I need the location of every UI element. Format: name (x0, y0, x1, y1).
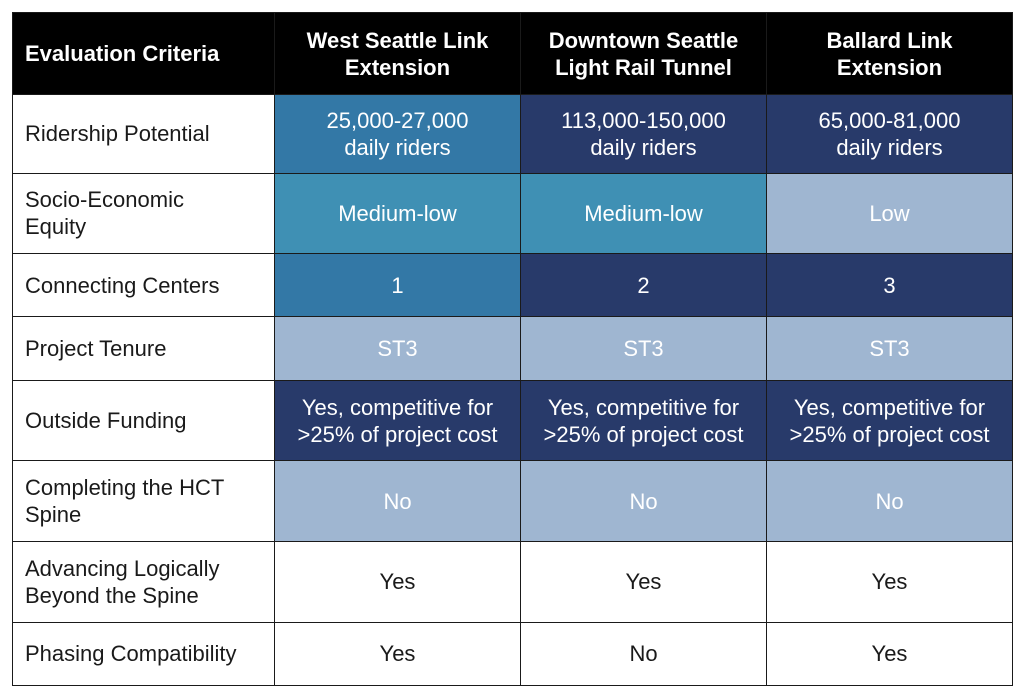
criteria-line: Project Tenure (25, 336, 167, 362)
value-cell: Yes, competitive for >25% of project cost (520, 379, 767, 462)
header-line: Downtown Seattle (548, 27, 739, 53)
value-line: Yes (625, 569, 662, 595)
criteria-cell: Project Tenure (12, 316, 275, 381)
criteria-line: Phasing Compatibility (25, 641, 237, 667)
criteria-line: Advancing Logically (25, 555, 220, 581)
value-line: >25% of project cost (297, 421, 498, 447)
criteria-cell: Phasing Compatibility (12, 621, 275, 686)
table-row: Ridership Potential 25,000-27,000 daily ri… (12, 94, 1013, 174)
criteria-line: Outside Funding (25, 408, 187, 434)
criteria-line: Equity (25, 214, 87, 240)
header-line: Light Rail Tunnel (555, 54, 732, 80)
value-line: Low (869, 200, 910, 226)
value-line: ST3 (869, 336, 910, 362)
value-line: No (875, 488, 904, 514)
value-line: Yes (379, 569, 416, 595)
criteria-cell: Outside Funding (12, 379, 275, 462)
value-line: daily riders (590, 134, 697, 160)
value-line: Medium-low (584, 200, 703, 226)
value-line: ST3 (623, 336, 664, 362)
table-row: Advancing Logically Beyond the Spine Yes Ye… (12, 540, 1013, 623)
value-line: ST3 (377, 336, 418, 362)
criteria-line: Connecting Centers (25, 272, 220, 298)
header-downtown-seattle: Downtown Seattle Light Rail Tunnel (520, 12, 767, 95)
value-line: No (629, 488, 658, 514)
table-row: Project Tenure ST3 ST3 ST3 (12, 316, 1013, 381)
value-cell: Yes, competitive for >25% of project cost (274, 379, 521, 462)
value-line: Yes, competitive for (793, 394, 986, 420)
criteria-cell: Ridership Potential (12, 94, 275, 174)
criteria-line: Spine (25, 502, 82, 528)
value-cell: 2 (520, 253, 767, 318)
criteria-cell: Connecting Centers (12, 253, 275, 318)
value-line: No (383, 488, 412, 514)
value-line: 25,000-27,000 (326, 107, 469, 133)
value-cell: 65,000-81,000 daily riders (766, 94, 1013, 174)
criteria-line: Ridership Potential (25, 121, 210, 147)
value-cell: Yes, competitive for >25% of project cost (766, 379, 1013, 462)
value-line: Yes, competitive for (547, 394, 740, 420)
value-cell: Yes (766, 621, 1013, 686)
header-west-seattle: West Seattle Link Extension (274, 12, 521, 95)
value-cell: Yes (520, 540, 767, 623)
criteria-cell: Socio-Economic Equity (12, 172, 275, 255)
criteria-cell: Completing the HCT Spine (12, 460, 275, 542)
value-cell: 3 (766, 253, 1013, 318)
value-cell: No (274, 460, 521, 542)
value-cell: No (520, 621, 767, 686)
value-cell: No (520, 460, 767, 542)
value-line: Yes, competitive for (301, 394, 494, 420)
value-cell: Medium-low (520, 172, 767, 255)
value-cell: Yes (766, 540, 1013, 623)
value-cell: No (766, 460, 1013, 542)
value-line: 65,000-81,000 (818, 107, 961, 133)
value-line: 3 (883, 272, 896, 298)
header-line: Extension (836, 54, 943, 80)
value-line: Yes (379, 641, 416, 667)
header-row: Evaluation Criteria West Seattle Link Ex… (12, 12, 1013, 95)
value-line: >25% of project cost (789, 421, 990, 447)
table-row: Connecting Centers 1 2 3 (12, 253, 1013, 318)
criteria-cell: Advancing Logically Beyond the Spine (12, 540, 275, 623)
value-line: 2 (637, 272, 650, 298)
header-line: West Seattle Link (306, 27, 489, 53)
value-cell: Low (766, 172, 1013, 255)
evaluation-table: Evaluation Criteria West Seattle Link Ex… (12, 12, 1013, 686)
table-row: Socio-Economic Equity Medium-low Medium-low… (12, 172, 1013, 255)
value-line: daily riders (836, 134, 943, 160)
header-line: Extension (344, 54, 451, 80)
criteria-line: Completing the HCT (25, 475, 225, 501)
value-line: >25% of project cost (543, 421, 744, 447)
value-line: Yes (871, 569, 908, 595)
value-cell: 113,000-150,000 daily riders (520, 94, 767, 174)
value-line: No (629, 641, 658, 667)
value-cell: 1 (274, 253, 521, 318)
criteria-line: Beyond the Spine (25, 582, 199, 608)
value-line: Medium-low (338, 200, 457, 226)
value-cell: 25,000-27,000 daily riders (274, 94, 521, 174)
value-cell: Yes (274, 540, 521, 623)
value-cell: Medium-low (274, 172, 521, 255)
header-criteria: Evaluation Criteria (12, 12, 275, 95)
value-cell: ST3 (766, 316, 1013, 381)
table-row: Completing the HCT Spine No No No (12, 460, 1013, 542)
header-ballard: Ballard Link Extension (766, 12, 1013, 95)
table-row: Phasing Compatibility Yes No Yes (12, 621, 1013, 686)
header-line: Ballard Link (826, 27, 953, 53)
value-line: 1 (391, 272, 404, 298)
criteria-line: Socio-Economic (25, 187, 184, 213)
value-cell: ST3 (520, 316, 767, 381)
table-row: Outside Funding Yes, competitive for >25% … (12, 379, 1013, 462)
value-cell: Yes (274, 621, 521, 686)
value-line: Yes (871, 641, 908, 667)
value-line: 113,000-150,000 (561, 107, 726, 133)
value-cell: ST3 (274, 316, 521, 381)
value-line: daily riders (344, 134, 451, 160)
